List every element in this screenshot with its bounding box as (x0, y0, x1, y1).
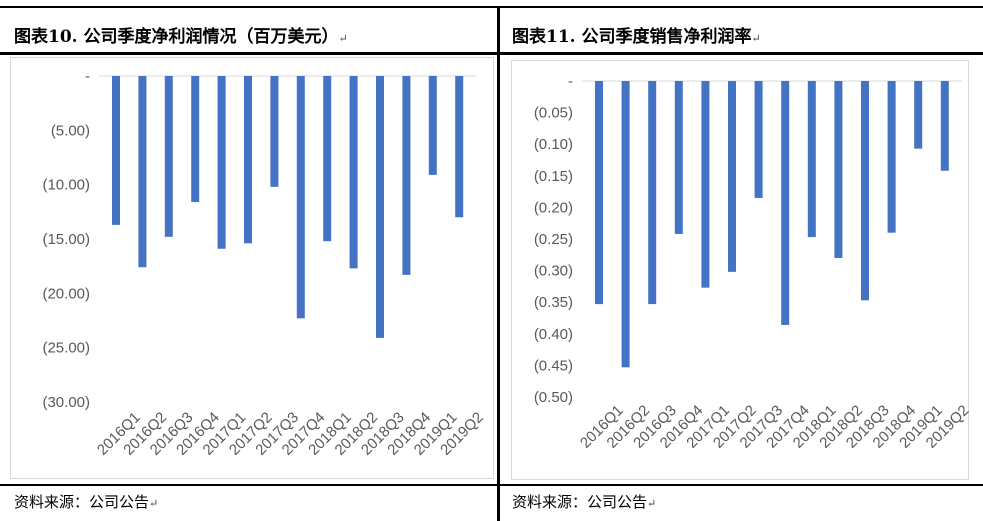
bar-2018Q3 (861, 81, 869, 301)
bar-2018Q2 (349, 76, 358, 269)
source-text: 资料来源：公司公告 (14, 493, 150, 511)
footer-rule (0, 484, 983, 486)
y-tick-label: (0.15) (534, 168, 573, 185)
chart-net-margin-svg: - (0.05) (0.10) (0.15) (0.20) (0.25) (0.30) (0.… (511, 60, 969, 480)
y-tick-label: (0.30) (534, 263, 573, 280)
bar-2018Q1 (807, 81, 816, 238)
panel-divider (497, 6, 500, 521)
bar-2016Q4 (674, 81, 683, 234)
panel-title-text: 图表11. 公司季度销售净利润率 (512, 27, 752, 47)
bar-2017Q2 (244, 76, 252, 244)
bar-2017Q2 (728, 81, 736, 272)
y-tick-label: (25.00) (42, 340, 90, 357)
y-tick-label: (0.35) (534, 294, 573, 311)
panel-title-text: 图表10. 公司季度净利润情况（百万美元） (14, 27, 339, 47)
bar-2018Q3 (376, 76, 384, 338)
y-tick-label: (0.45) (534, 357, 573, 374)
top-rule (0, 6, 983, 8)
panel-title-right: 图表11. 公司季度销售净利润率↵ (512, 22, 761, 47)
bar-2017Q3 (754, 81, 763, 198)
y-tick-label: (15.00) (42, 231, 90, 248)
y-tick-label: (0.05) (534, 105, 573, 122)
chart-net-profit-svg: - (5.00) (10.00) (15.00) (20.00) (25.00) (30.0… (10, 57, 494, 479)
chart-net-margin: - (0.05) (0.10) (0.15) (0.20) (0.25) (0.30) (0.… (511, 60, 969, 480)
bar-2019Q2 (940, 81, 949, 171)
y-tick-label: (0.25) (534, 231, 573, 248)
y-tick-label: - (85, 68, 90, 85)
y-tick-label: (10.00) (42, 177, 90, 194)
bar-2017Q1 (217, 76, 226, 249)
paragraph-mark: ↵ (751, 32, 761, 45)
y-tick-label: - (568, 73, 573, 90)
bar-2016Q3 (648, 81, 657, 305)
y-tick-label: (0.50) (534, 389, 573, 406)
y-tick-label: (30.00) (42, 394, 90, 411)
source-note-right: 资料来源：公司公告↵ (512, 491, 656, 512)
paragraph-mark: ↵ (647, 497, 657, 510)
bar-2019Q2 (455, 76, 464, 218)
bar-2016Q2 (621, 81, 630, 368)
bar-2017Q4 (781, 81, 790, 325)
bar-2018Q1 (323, 76, 332, 242)
y-tick-label: (5.00) (51, 122, 90, 139)
bar-2017Q1 (701, 81, 710, 288)
header-rule (0, 52, 983, 55)
bar-2016Q2 (138, 76, 147, 268)
y-tick-label: (0.10) (534, 136, 573, 153)
bar-2018Q2 (834, 81, 843, 258)
bar-2018Q4 (887, 81, 896, 233)
paragraph-mark: ↵ (149, 497, 159, 510)
bar-2017Q4 (296, 76, 305, 319)
bar-2016Q1 (112, 76, 120, 225)
bar-2016Q1 (595, 81, 603, 305)
bar-2019Q1 (914, 81, 923, 149)
paragraph-mark: ↵ (338, 32, 348, 45)
y-tick-label: (0.20) (534, 199, 573, 216)
y-tick-label: (20.00) (42, 285, 90, 302)
bar-2017Q3 (270, 76, 279, 187)
chart-net-profit: - (5.00) (10.00) (15.00) (20.00) (25.00) (30.0… (10, 57, 494, 479)
y-tick-label: (0.40) (534, 326, 573, 343)
bar-2016Q3 (164, 76, 173, 237)
bar-2016Q4 (191, 76, 200, 203)
source-note-left: 资料来源：公司公告↵ (14, 491, 158, 512)
bar-2019Q1 (428, 76, 437, 175)
bar-2018Q4 (402, 76, 411, 275)
panel-title-left: 图表10. 公司季度净利润情况（百万美元）↵ (14, 22, 348, 47)
source-text: 资料来源：公司公告 (512, 493, 648, 511)
